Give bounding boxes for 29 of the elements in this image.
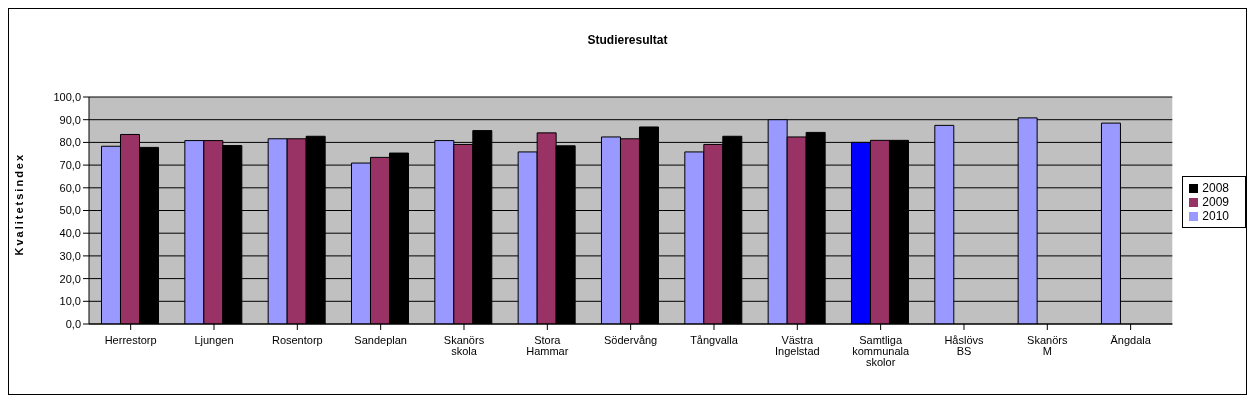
chart-title: Studieresultat bbox=[586, 33, 669, 47]
y-tick-label: 40,0 bbox=[59, 227, 81, 240]
x-tick-label: Skanörs M bbox=[1027, 333, 1068, 357]
legend-label: 2010 bbox=[1202, 208, 1229, 223]
x-tick-label: Håslövs BS bbox=[944, 333, 985, 357]
x-tick-label: Samtliga kommunala skolor bbox=[852, 333, 910, 368]
y-tick-label: 30,0 bbox=[59, 249, 81, 262]
x-tick-label: Herrestorp bbox=[104, 333, 157, 346]
legend-label: 2008 bbox=[1202, 180, 1229, 195]
y-tick-label: 0,0 bbox=[65, 317, 81, 330]
y-tick-label: 80,0 bbox=[59, 136, 81, 149]
y-tick-label: 60,0 bbox=[59, 181, 81, 194]
y-tick-label: 50,0 bbox=[59, 204, 81, 217]
x-tick-label: Sandeplan bbox=[354, 333, 407, 346]
x-tick-label: Tångvalla bbox=[690, 333, 739, 346]
x-tick-label: Stora Hammar bbox=[526, 333, 569, 357]
y-tick-label: 90,0 bbox=[59, 113, 81, 126]
x-tick-label: Södervång bbox=[604, 333, 658, 346]
y-axis-title: Kvalitetsindex bbox=[12, 152, 25, 256]
y-tick-label: 100,0 bbox=[53, 90, 81, 103]
y-tick-label: 70,0 bbox=[59, 159, 81, 172]
legend-label: 2009 bbox=[1202, 194, 1229, 209]
x-tick-label: Ljungen bbox=[194, 333, 234, 346]
x-tick-label: Skanörs skola bbox=[443, 333, 485, 357]
x-tick-label: Västra Ingelstad bbox=[774, 333, 820, 357]
y-tick-label: 20,0 bbox=[59, 272, 81, 285]
x-tick-label: Rosentorp bbox=[271, 333, 323, 346]
y-tick-label: 10,0 bbox=[59, 295, 81, 308]
x-tick-label: Ängdala bbox=[1110, 333, 1152, 346]
